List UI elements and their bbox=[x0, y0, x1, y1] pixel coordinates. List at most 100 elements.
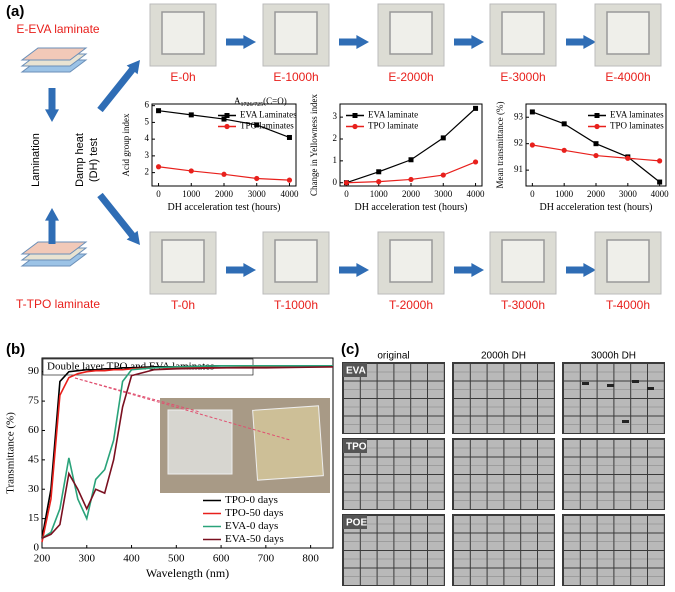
point bbox=[657, 158, 663, 164]
legend-label: EVA Laminates bbox=[240, 110, 297, 120]
x-tick-label: 800 bbox=[302, 553, 319, 565]
point bbox=[529, 109, 535, 115]
y-tick-label: 92 bbox=[514, 138, 523, 148]
arrow bbox=[226, 35, 256, 49]
column-header: original bbox=[377, 351, 409, 362]
point bbox=[376, 179, 382, 185]
legend-label: TPO-50 days bbox=[225, 507, 283, 519]
x-tick-label: 0 bbox=[156, 189, 161, 199]
photo-caption: E-3000h bbox=[500, 70, 545, 84]
arrow bbox=[97, 192, 140, 245]
arrow bbox=[97, 60, 140, 113]
x-tick-label: 4000 bbox=[651, 189, 670, 199]
x-tick-label: 700 bbox=[258, 553, 275, 565]
el-defect bbox=[647, 387, 654, 390]
row-label: TPO bbox=[346, 442, 367, 453]
plot-frame bbox=[41, 357, 334, 549]
x-tick-label: 300 bbox=[79, 553, 96, 565]
photo-sample bbox=[501, 11, 545, 55]
y-tick-label: 75 bbox=[28, 395, 40, 407]
x-axis-label: Wavelength (nm) bbox=[146, 566, 229, 580]
y-tick-label: 2 bbox=[333, 133, 338, 143]
point bbox=[561, 121, 567, 127]
x-axis-label: DH acceleration test (hours) bbox=[354, 202, 467, 213]
guide-line bbox=[74, 377, 201, 413]
series-line bbox=[41, 366, 334, 539]
legend-label: EVA-0 days bbox=[225, 520, 278, 532]
x-axis-label: DH acceleration test (hours) bbox=[167, 202, 280, 213]
x-tick-label: 0 bbox=[530, 189, 535, 199]
photo-sample bbox=[389, 11, 433, 55]
y-tick-label: 0 bbox=[333, 177, 338, 187]
y-tick-label: 15 bbox=[28, 512, 40, 524]
arrow bbox=[566, 35, 596, 49]
legend-marker bbox=[594, 113, 600, 118]
point bbox=[593, 152, 599, 159]
point bbox=[440, 135, 446, 141]
point bbox=[343, 180, 350, 186]
y-tick-label: 1 bbox=[333, 155, 338, 165]
eva-laminate-label: E-EVA laminate bbox=[16, 22, 99, 36]
y-tick-label: 3 bbox=[145, 150, 150, 160]
x-tick-label: 1000 bbox=[555, 189, 574, 199]
y-axis-label: Change in Yellowness index bbox=[309, 94, 319, 196]
panel-label: (c) bbox=[341, 341, 359, 358]
x-tick-label: 3000 bbox=[248, 189, 267, 199]
panel-label: (b) bbox=[6, 341, 25, 358]
point bbox=[221, 171, 227, 177]
point bbox=[472, 159, 479, 165]
photo-sample bbox=[606, 239, 650, 283]
legend-label: TPO laminates bbox=[240, 121, 294, 131]
point bbox=[188, 168, 194, 174]
annotation-subscript: 1726/725 bbox=[241, 102, 264, 108]
photo-caption: T-1000h bbox=[274, 298, 318, 312]
point bbox=[440, 172, 446, 178]
series-line bbox=[532, 144, 660, 162]
point bbox=[473, 105, 479, 111]
arrow bbox=[339, 35, 369, 49]
arrow bbox=[454, 263, 484, 277]
y-tick-label: 45 bbox=[28, 453, 40, 465]
row-label-bg bbox=[343, 515, 367, 529]
photo-caption: T-4000h bbox=[606, 298, 650, 312]
legend-label: EVA laminate bbox=[368, 110, 418, 120]
point bbox=[625, 155, 631, 161]
x-tick-label: 1000 bbox=[370, 189, 389, 199]
arrow bbox=[226, 263, 256, 277]
point bbox=[376, 169, 382, 175]
el-defect bbox=[632, 380, 639, 383]
photo-sample bbox=[161, 11, 205, 55]
x-tick-label: 4000 bbox=[467, 189, 486, 199]
damp-heat-label: Damp heat bbox=[74, 133, 86, 187]
row-label-bg bbox=[343, 439, 367, 453]
arrow bbox=[566, 263, 596, 277]
photo-sample bbox=[274, 239, 318, 283]
y-tick-label: 90 bbox=[28, 365, 40, 377]
x-tick-label: 600 bbox=[213, 553, 230, 565]
x-tick-label: 0 bbox=[344, 189, 349, 199]
x-tick-label: 1000 bbox=[182, 189, 201, 199]
inset-sample bbox=[167, 409, 233, 475]
y-tick-label: 5 bbox=[145, 116, 150, 126]
point bbox=[561, 147, 567, 153]
y-tick-label: 93 bbox=[514, 111, 524, 121]
photo-sample bbox=[606, 11, 650, 55]
point bbox=[593, 141, 599, 147]
arrow bbox=[454, 35, 484, 49]
y-tick-label: 30 bbox=[28, 483, 40, 495]
laminate-layer bbox=[20, 47, 88, 61]
y-tick-label: 6 bbox=[145, 100, 150, 110]
point bbox=[254, 175, 260, 182]
photo-caption: E-1000h bbox=[273, 70, 318, 84]
tpo-laminate-label: T-TPO laminate bbox=[16, 297, 100, 311]
el-defect bbox=[622, 420, 629, 423]
row-label: POE bbox=[346, 518, 367, 529]
point bbox=[408, 176, 414, 183]
point bbox=[529, 142, 535, 148]
photo-sample bbox=[274, 11, 318, 55]
x-tick-label: 2000 bbox=[402, 189, 421, 199]
y-axis-label: Acid group index bbox=[121, 113, 131, 176]
series-line bbox=[41, 365, 333, 539]
column-header: 3000h DH bbox=[591, 351, 636, 362]
